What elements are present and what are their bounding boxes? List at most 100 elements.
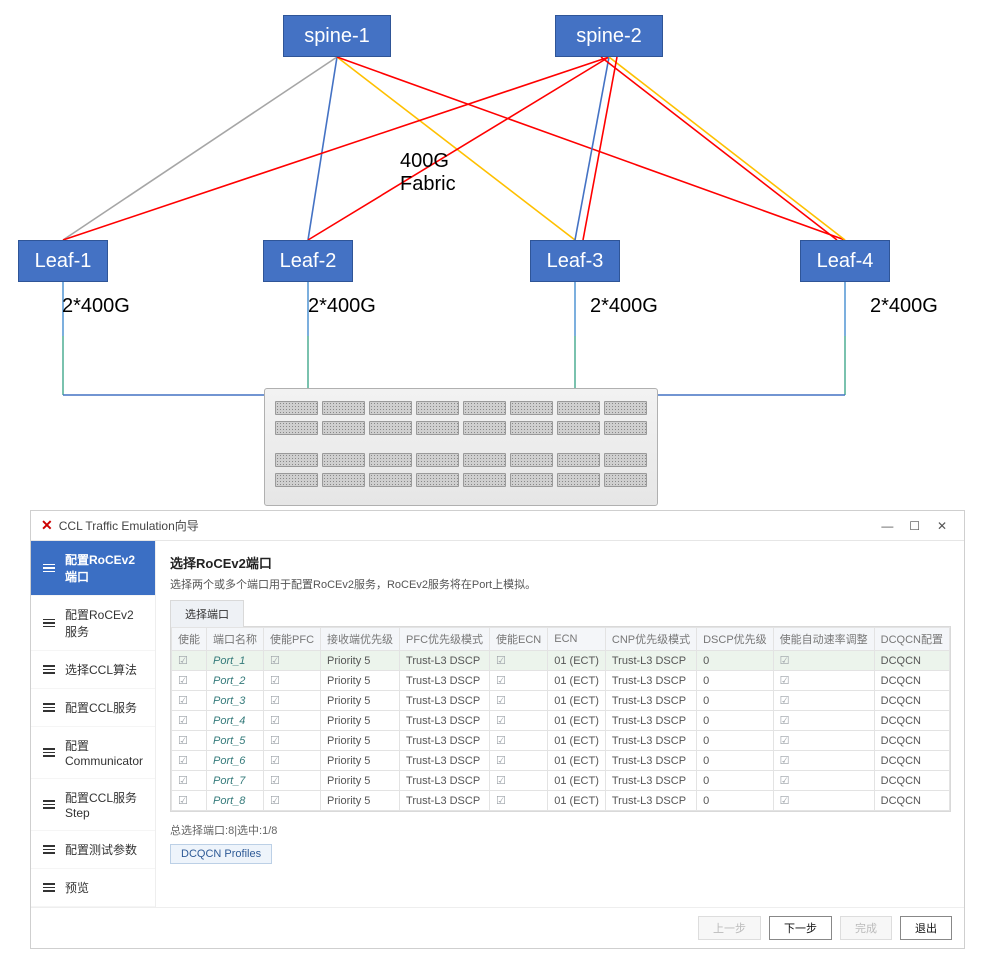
sidebar-item-0[interactable]: 配置RoCEv2端口	[31, 541, 155, 596]
sidebar-item-label: 配置RoCEv2服务	[65, 606, 143, 640]
cell-enable[interactable]: ☑	[172, 731, 207, 751]
cell-auto[interactable]: ☑	[773, 671, 874, 691]
dcqcn-profiles-button[interactable]: DCQCN Profiles	[170, 844, 272, 864]
cell-dcqcn: DCQCN	[874, 691, 949, 711]
sidebar-item-3[interactable]: 配置CCL服务	[31, 689, 155, 727]
cell-ecn-en[interactable]: ☑	[490, 751, 548, 771]
table-row[interactable]: ☑Port_6☑Priority 5Trust-L3 DSCP☑01 (ECT)…	[172, 751, 950, 771]
node-leaf4: Leaf-4	[800, 240, 890, 282]
next-button[interactable]: 下一步	[769, 916, 832, 940]
node-leaf1: Leaf-1	[18, 240, 108, 282]
sidebar-item-label: 配置Communicator	[65, 737, 143, 768]
minimize-button[interactable]: —	[875, 519, 899, 533]
maximize-button[interactable]: ☐	[903, 519, 927, 533]
sidebar-item-label: 选择CCL算法	[65, 661, 137, 678]
cell-cnp: Trust-L3 DSCP	[605, 771, 696, 791]
cell-dscp: 0	[697, 711, 774, 731]
cell-auto[interactable]: ☑	[773, 791, 874, 811]
wizard-sidebar: 配置RoCEv2端口配置RoCEv2服务选择CCL算法配置CCL服务配置Comm…	[31, 541, 156, 907]
cell-enable[interactable]: ☑	[172, 671, 207, 691]
cell-auto[interactable]: ☑	[773, 771, 874, 791]
cell-port: Port_2	[207, 671, 264, 691]
cell-auto[interactable]: ☑	[773, 651, 874, 671]
close-button[interactable]: ✕	[930, 519, 954, 533]
cell-pfc-en[interactable]: ☑	[264, 731, 321, 751]
cell-auto[interactable]: ☑	[773, 751, 874, 771]
link-label-leaf4: 2*400G	[870, 295, 938, 318]
cell-auto[interactable]: ☑	[773, 711, 874, 731]
cell-dcqcn: DCQCN	[874, 791, 949, 811]
cell-ecn-en[interactable]: ☑	[490, 711, 548, 731]
cell-ecn-en[interactable]: ☑	[490, 731, 548, 751]
col-1: 端口名称	[207, 628, 264, 651]
cell-dscp: 0	[697, 731, 774, 751]
cell-port: Port_3	[207, 691, 264, 711]
cell-pfc-en[interactable]: ☑	[264, 671, 321, 691]
cell-cnp: Trust-L3 DSCP	[605, 711, 696, 731]
cell-port: Port_6	[207, 751, 264, 771]
hamburger-icon	[43, 800, 55, 809]
table-row[interactable]: ☑Port_5☑Priority 5Trust-L3 DSCP☑01 (ECT)…	[172, 731, 950, 751]
cell-cnp: Trust-L3 DSCP	[605, 751, 696, 771]
selection-status: 总选择端口:8|选中:1/8	[170, 822, 951, 838]
node-leaf2: Leaf-2	[263, 240, 353, 282]
cell-enable[interactable]: ☑	[172, 791, 207, 811]
page-heading: 选择RoCEv2端口	[170, 553, 951, 572]
cell-dcqcn: DCQCN	[874, 771, 949, 791]
cell-pfc-mode: Trust-L3 DSCP	[400, 731, 490, 751]
sidebar-item-2[interactable]: 选择CCL算法	[31, 651, 155, 689]
cell-dscp: 0	[697, 751, 774, 771]
table-row[interactable]: ☑Port_8☑Priority 5Trust-L3 DSCP☑01 (ECT)…	[172, 791, 950, 811]
table-row[interactable]: ☑Port_2☑Priority 5Trust-L3 DSCP☑01 (ECT)…	[172, 671, 950, 691]
finish-button[interactable]: 完成	[840, 916, 892, 940]
wizard-window: ✕ CCL Traffic Emulation向导 — ☐ ✕ 配置RoCEv2…	[30, 510, 965, 949]
table-row[interactable]: ☑Port_4☑Priority 5Trust-L3 DSCP☑01 (ECT)…	[172, 711, 950, 731]
table-row[interactable]: ☑Port_3☑Priority 5Trust-L3 DSCP☑01 (ECT)…	[172, 691, 950, 711]
cell-pfc-en[interactable]: ☑	[264, 791, 321, 811]
cell-ecn: 01 (ECT)	[548, 791, 606, 811]
cell-pfc-en[interactable]: ☑	[264, 651, 321, 671]
cell-enable[interactable]: ☑	[172, 691, 207, 711]
sidebar-item-6[interactable]: 配置测试参数	[31, 831, 155, 869]
cell-ecn-en[interactable]: ☑	[490, 791, 548, 811]
cell-ecn-en[interactable]: ☑	[490, 691, 548, 711]
col-10: DCQCN配置	[874, 628, 949, 651]
col-5: 使能ECN	[490, 628, 548, 651]
tab-select-ports[interactable]: 选择端口	[170, 600, 244, 627]
cell-pfc-en[interactable]: ☑	[264, 691, 321, 711]
cell-dcqcn: DCQCN	[874, 651, 949, 671]
prev-button[interactable]: 上一步	[698, 916, 761, 940]
cell-dscp: 0	[697, 651, 774, 671]
table-row[interactable]: ☑Port_7☑Priority 5Trust-L3 DSCP☑01 (ECT)…	[172, 771, 950, 791]
cell-enable[interactable]: ☑	[172, 771, 207, 791]
cell-ecn-en[interactable]: ☑	[490, 671, 548, 691]
exit-button[interactable]: 退出	[900, 916, 952, 940]
cell-pfc-en[interactable]: ☑	[264, 751, 321, 771]
cell-cnp: Trust-L3 DSCP	[605, 791, 696, 811]
cell-pfc-en[interactable]: ☑	[264, 711, 321, 731]
table-row[interactable]: ☑Port_1☑Priority 5Trust-L3 DSCP☑01 (ECT)…	[172, 651, 950, 671]
cell-ecn-en[interactable]: ☑	[490, 771, 548, 791]
sidebar-item-7[interactable]: 预览	[31, 869, 155, 907]
sidebar-item-4[interactable]: 配置Communicator	[31, 727, 155, 779]
cell-pri: Priority 5	[321, 711, 400, 731]
hamburger-icon	[43, 564, 55, 573]
cell-pfc-en[interactable]: ☑	[264, 771, 321, 791]
cell-auto[interactable]: ☑	[773, 691, 874, 711]
sidebar-item-1[interactable]: 配置RoCEv2服务	[31, 596, 155, 651]
cell-enable[interactable]: ☑	[172, 711, 207, 731]
hamburger-icon	[43, 883, 55, 892]
device-chassis	[264, 388, 658, 506]
cell-enable[interactable]: ☑	[172, 751, 207, 771]
cell-ecn: 01 (ECT)	[548, 731, 606, 751]
cell-pfc-mode: Trust-L3 DSCP	[400, 751, 490, 771]
cell-auto[interactable]: ☑	[773, 731, 874, 751]
link-label-leaf2: 2*400G	[308, 295, 376, 318]
cell-enable[interactable]: ☑	[172, 651, 207, 671]
sidebar-item-5[interactable]: 配置CCL服务Step	[31, 779, 155, 831]
cell-ecn-en[interactable]: ☑	[490, 651, 548, 671]
cell-ecn: 01 (ECT)	[548, 711, 606, 731]
cell-port: Port_8	[207, 791, 264, 811]
cell-cnp: Trust-L3 DSCP	[605, 731, 696, 751]
cell-pfc-mode: Trust-L3 DSCP	[400, 771, 490, 791]
